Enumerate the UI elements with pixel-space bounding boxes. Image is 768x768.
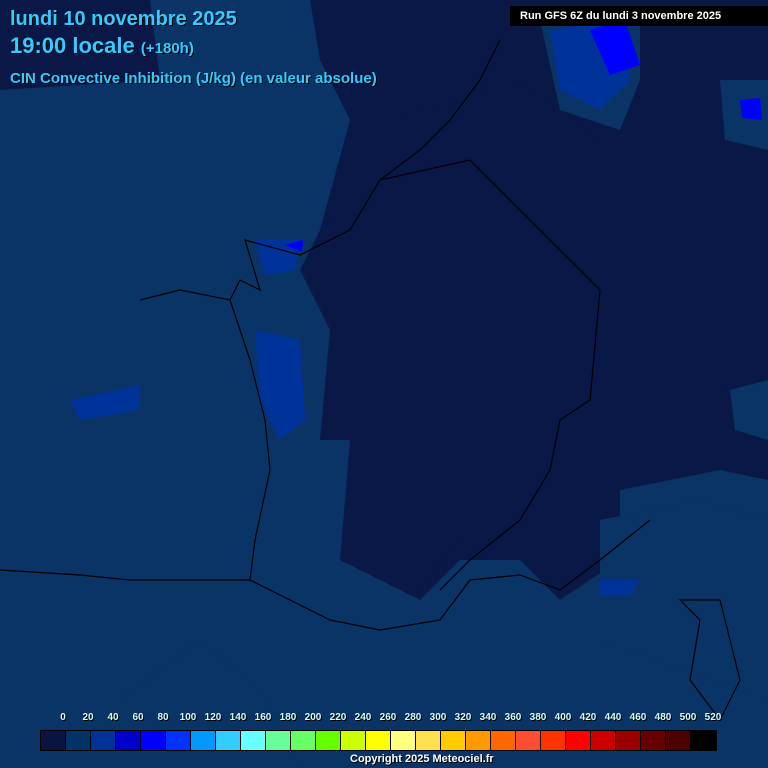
legend-swatch [141,731,166,750]
legend-label: 520 [704,712,722,723]
legend-label: 320 [454,712,472,723]
legend-swatch [591,731,616,750]
legend-label: 480 [654,712,672,723]
legend-swatch [366,731,391,750]
legend-label: 280 [404,712,422,723]
legend-label: 400 [554,712,572,723]
legend-label: 100 [179,712,197,723]
legend-swatch [666,731,691,750]
legend-label: 360 [504,712,522,723]
forecast-time: 19:00 locale (+180h) [10,33,194,59]
legend-label: 140 [229,712,247,723]
legend-swatch [91,731,116,750]
legend-swatch [266,731,291,750]
legend-swatch [316,731,341,750]
legend-label: 240 [354,712,372,723]
legend-label: 180 [279,712,297,723]
legend-label: 340 [479,712,497,723]
legend-swatch [466,731,491,750]
legend-label: 500 [679,712,697,723]
legend-swatch [191,731,216,750]
legend-label: 440 [604,712,622,723]
legend-label: 0 [60,712,66,723]
legend-swatch [641,731,666,750]
copyright: Copyright 2025 Meteociel.fr [350,753,494,765]
legend-label: 260 [379,712,397,723]
legend-swatch [41,731,66,750]
high-cin-areas [285,20,762,252]
legend-swatch [516,731,541,750]
legend-swatch [291,731,316,750]
legend-swatch [616,731,641,750]
lead-time: (+180h) [140,40,194,57]
run-label: Run GFS 6Z du lundi 3 novembre 2025 [510,6,768,26]
legend-label: 40 [107,712,119,723]
legend-swatch [66,731,91,750]
legend-swatch [566,731,591,750]
legend-swatch [491,731,516,750]
legend-bar [40,730,717,751]
legend-label: 20 [82,712,94,723]
legend-swatch [541,731,566,750]
legend-label: 60 [132,712,144,723]
legend-label: 380 [529,712,547,723]
coastlines-borders [0,39,741,722]
legend-swatch [241,731,266,750]
legend-label: 420 [579,712,597,723]
variable-title: CIN Convective Inhibition (J/kg) (en val… [10,70,377,87]
legend-swatch [416,731,441,750]
legend-swatch [216,731,241,750]
legend-label: 220 [329,712,347,723]
legend-swatch [116,731,141,750]
legend-swatch [166,731,191,750]
legend-label: 120 [204,712,222,723]
legend-label: 460 [629,712,647,723]
local-time: 19:00 locale [10,33,135,58]
legend-swatch [391,731,416,750]
legend-label: 160 [254,712,272,723]
legend-swatch [691,731,716,750]
legend-swatch [341,731,366,750]
forecast-date: lundi 10 novembre 2025 [10,8,237,30]
legend-label: 200 [304,712,322,723]
legend-label: 80 [157,712,169,723]
legend-label: 300 [429,712,447,723]
legend-swatch [441,731,466,750]
very-low-cin-areas [320,80,768,590]
